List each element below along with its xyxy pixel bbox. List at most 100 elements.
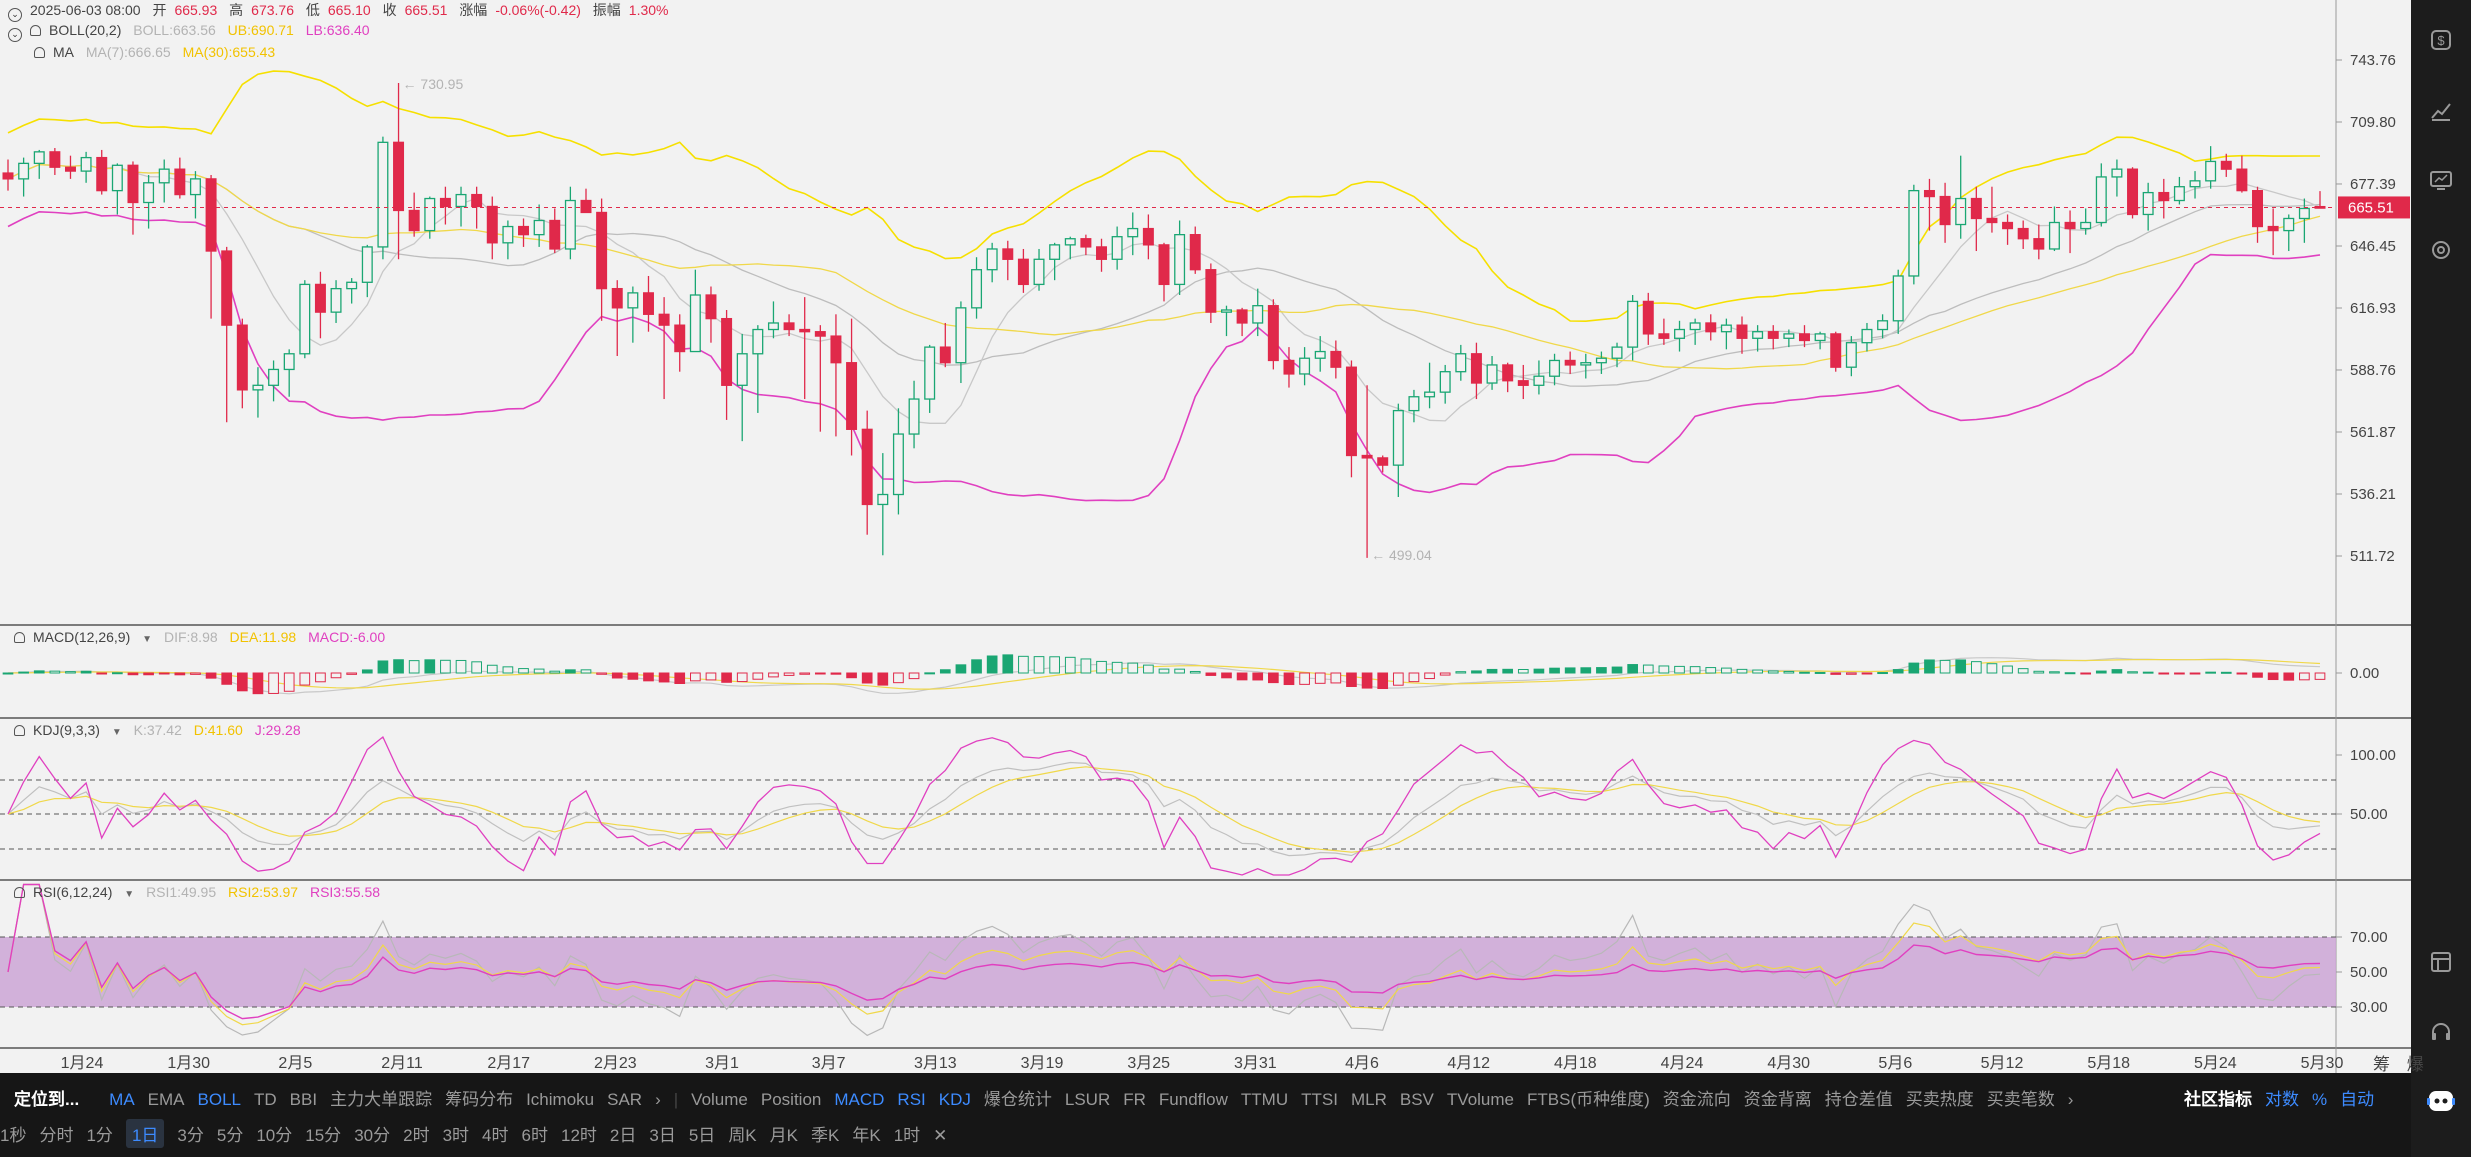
- sub-indicator-macd[interactable]: MACD: [834, 1090, 885, 1109]
- main-indicator-筹码分布[interactable]: 筹码分布: [445, 1090, 514, 1109]
- macd-bar: [1861, 672, 1873, 675]
- candle-body: [2173, 186, 2185, 202]
- candle-body: [1736, 324, 1748, 339]
- collapse-icon[interactable]: ⌄: [8, 28, 22, 42]
- interval-月K[interactable]: 月K: [769, 1126, 798, 1145]
- interval-1日[interactable]: 1日: [125, 1119, 165, 1148]
- interval-1时[interactable]: 1时: [893, 1126, 921, 1145]
- sub-indicator-fr[interactable]: FR: [1123, 1090, 1146, 1109]
- community-indicators-button[interactable]: 社区指标: [2184, 1090, 2252, 1109]
- caret-down-icon[interactable]: ▼: [124, 889, 135, 900]
- interval-年K[interactable]: 年K: [852, 1126, 881, 1145]
- main-indicator-主力大单跟踪[interactable]: 主力大单跟踪: [330, 1090, 433, 1109]
- ohlc-date: 2025-06-03 08:00: [30, 2, 141, 18]
- monitor-icon[interactable]: [2429, 168, 2453, 192]
- sub-indicator-资金流向[interactable]: 资金流向: [1662, 1090, 1731, 1109]
- main-indicator-ema[interactable]: EMA: [147, 1090, 185, 1109]
- sub-indicator-ttsi[interactable]: TTSI: [1301, 1090, 1338, 1109]
- layout-icon[interactable]: [2429, 950, 2453, 974]
- log-scale-toggle[interactable]: 对数: [2265, 1090, 2299, 1109]
- macd-bar: [690, 672, 701, 682]
- main-indicator-ma[interactable]: MA: [109, 1090, 135, 1109]
- main-indicator-bbi[interactable]: BBI: [289, 1090, 318, 1109]
- sub-indicator-bsv[interactable]: BSV: [1399, 1090, 1434, 1109]
- caret-down-icon[interactable]: ▼: [142, 634, 153, 645]
- interval-5分[interactable]: 5分: [216, 1126, 244, 1145]
- chevron-right-icon[interactable]: ›: [655, 1090, 661, 1109]
- change-value: -0.06%(-0.42): [495, 2, 581, 18]
- bell-icon[interactable]: [34, 47, 45, 58]
- caret-down-icon[interactable]: ▼: [111, 727, 122, 738]
- sub-indicator-资金背离[interactable]: 资金背离: [1743, 1090, 1812, 1109]
- sub-indicator-rsi[interactable]: RSI: [897, 1090, 926, 1109]
- interval-4时[interactable]: 4时: [482, 1126, 509, 1145]
- macd-bar: [1892, 669, 1904, 674]
- auto-scale-toggle[interactable]: 自动: [2340, 1090, 2375, 1109]
- main-indicator-td[interactable]: TD: [254, 1090, 277, 1109]
- interval-12时[interactable]: 12时: [560, 1126, 597, 1145]
- candle-body: [549, 219, 561, 250]
- interval-季K[interactable]: 季K: [811, 1126, 840, 1145]
- sub-indicator-爆仓统计[interactable]: 爆仓统计: [983, 1090, 1052, 1109]
- close-label: 收: [382, 2, 397, 18]
- burst-button[interactable]: 爆: [2406, 1055, 2424, 1074]
- bell-icon[interactable]: [14, 887, 25, 898]
- macd-bar: [18, 671, 29, 674]
- main-indicator-ichimoku[interactable]: Ichimoku: [526, 1090, 595, 1109]
- close-icon[interactable]: ✕: [933, 1126, 948, 1145]
- interval-6时[interactable]: 6时: [521, 1126, 548, 1145]
- interval-3日[interactable]: 3日: [649, 1126, 676, 1145]
- settings-icon[interactable]: [2429, 238, 2453, 262]
- sub-indicator-买卖热度[interactable]: 买卖热度: [1905, 1090, 1974, 1109]
- bell-icon[interactable]: [14, 725, 25, 736]
- candle-body: [611, 287, 623, 309]
- collapse-icon[interactable]: ⌄: [8, 8, 22, 22]
- macd-bar: [346, 672, 358, 675]
- interval-2时[interactable]: 2时: [403, 1126, 430, 1145]
- sub-indicator-fundflow[interactable]: Fundflow: [1158, 1090, 1228, 1109]
- dollar-icon[interactable]: $: [2429, 28, 2453, 52]
- price-tick-label: 511.72: [2350, 548, 2395, 565]
- assistant-bot-icon[interactable]: [2426, 1086, 2456, 1116]
- candle-body: [189, 178, 201, 196]
- interval-3分[interactable]: 3分: [177, 1126, 204, 1145]
- interval-30分[interactable]: 30分: [354, 1126, 391, 1145]
- macd-bar: [533, 668, 545, 674]
- sub-indicator-volume[interactable]: Volume: [691, 1090, 748, 1109]
- interval-分时[interactable]: 分时: [39, 1126, 74, 1145]
- macd-bar: [2205, 671, 2216, 674]
- sub-indicator-ftbs(币种维度)[interactable]: FTBS(币种维度): [1527, 1090, 1650, 1109]
- sub-indicator-买卖笔数[interactable]: 买卖笔数: [1986, 1090, 2055, 1109]
- sub-indicator-持仓差值[interactable]: 持仓差值: [1824, 1090, 1893, 1109]
- interval-周K[interactable]: 周K: [728, 1126, 757, 1145]
- interval-15分[interactable]: 15分: [305, 1126, 342, 1145]
- sub-indicator-mlr[interactable]: MLR: [1350, 1090, 1387, 1109]
- sub-indicator-position[interactable]: Position: [760, 1090, 822, 1109]
- main-indicator-sar[interactable]: SAR: [607, 1090, 643, 1109]
- time-tick-label: 5月30: [2301, 1055, 2344, 1072]
- interval-2日[interactable]: 2日: [609, 1126, 637, 1145]
- price-tick-label: 616.93: [2350, 300, 2396, 317]
- bell-icon[interactable]: [30, 25, 41, 36]
- main-indicator-boll[interactable]: BOLL: [197, 1090, 241, 1109]
- chip-button[interactable]: 筹: [2373, 1055, 2390, 1074]
- percent-toggle[interactable]: %: [2312, 1090, 2328, 1109]
- sub-indicator-lsur[interactable]: LSUR: [1064, 1090, 1111, 1109]
- macd-bar: [705, 672, 717, 681]
- locate-button[interactable]: 定位到...: [14, 1090, 80, 1109]
- interval-1秒[interactable]: 1秒: [0, 1126, 27, 1145]
- bell-icon[interactable]: [14, 632, 25, 643]
- trend-icon[interactable]: [2429, 98, 2453, 122]
- interval-3时[interactable]: 3时: [442, 1126, 470, 1145]
- candle-body: [1798, 333, 1810, 342]
- sub-indicator-tvolume[interactable]: TVolume: [1446, 1090, 1514, 1109]
- kline-chart[interactable]: 511.72 536.21 561.87 588.76 616.93 646.45 677.…: [0, 0, 2411, 1073]
- sub-indicator-kdj[interactable]: KDJ: [938, 1090, 971, 1109]
- headset-icon[interactable]: [2429, 1020, 2453, 1044]
- chevron-right-icon[interactable]: ›: [2067, 1090, 2074, 1109]
- interval-10分[interactable]: 10分: [256, 1126, 293, 1145]
- interval-1分[interactable]: 1分: [86, 1126, 113, 1145]
- interval-5日[interactable]: 5日: [688, 1126, 716, 1145]
- sub-indicator-ttmu[interactable]: TTMU: [1240, 1090, 1289, 1109]
- candle-body: [1252, 305, 1264, 324]
